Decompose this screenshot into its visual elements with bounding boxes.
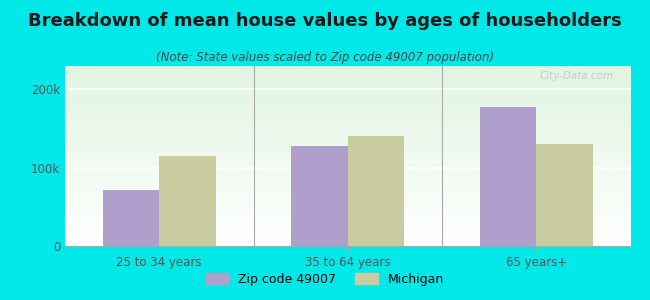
Bar [291, 146, 348, 246]
Bar [480, 107, 536, 246]
Text: Breakdown of mean house values by ages of householders: Breakdown of mean house values by ages o… [28, 12, 622, 30]
Bar [348, 136, 404, 246]
Text: (Note: State values scaled to Zip code 49007 population): (Note: State values scaled to Zip code 4… [156, 51, 494, 64]
Bar [159, 156, 216, 246]
Text: City-Data.com: City-Data.com [540, 71, 614, 81]
Legend: Zip code 49007, Michigan: Zip code 49007, Michigan [201, 268, 449, 291]
Bar [536, 144, 593, 246]
Bar [103, 190, 159, 246]
